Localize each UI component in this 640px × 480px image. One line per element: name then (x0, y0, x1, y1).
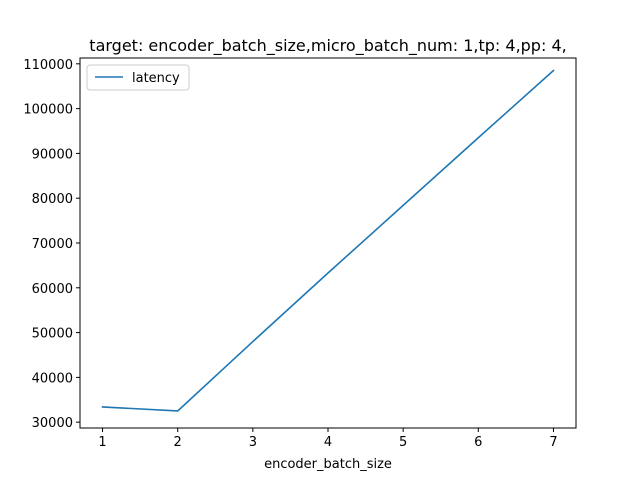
y-tick-label: 90000 (32, 147, 73, 162)
x-tick-label: 4 (324, 435, 332, 450)
legend: latency (86, 64, 190, 91)
x-axis: 1 2 3 4 5 6 7 (98, 428, 558, 450)
legend-label-latency: latency (132, 71, 180, 86)
x-tick-label: 7 (549, 435, 557, 450)
y-tick-label: 70000 (32, 237, 73, 252)
plot-area-frame (79, 57, 577, 429)
series-layer (101, 69, 555, 412)
y-axis: 30000 40000 50000 60000 70000 80000 90000 10000… (23, 58, 80, 431)
series-line-latency (101, 69, 555, 412)
x-tick-label: 3 (249, 435, 257, 450)
y-tick-label: 100000 (23, 103, 73, 118)
x-tick-label: 6 (474, 435, 482, 450)
x-tick-label: 1 (98, 435, 106, 450)
x-tick-label: 5 (399, 435, 407, 450)
y-tick-label: 60000 (32, 282, 73, 297)
chart-title: target: encoder_batch_size,micro_batch_n… (89, 36, 566, 56)
y-tick-label: 50000 (32, 327, 73, 342)
y-tick-label: 40000 (32, 371, 73, 386)
y-tick-label: 80000 (32, 192, 73, 207)
x-tick-label: 2 (174, 435, 182, 450)
y-tick-label: 30000 (32, 416, 73, 431)
x-axis-label: encoder_batch_size (264, 457, 392, 472)
legend-frame (86, 64, 190, 91)
y-tick-label: 110000 (23, 58, 73, 73)
